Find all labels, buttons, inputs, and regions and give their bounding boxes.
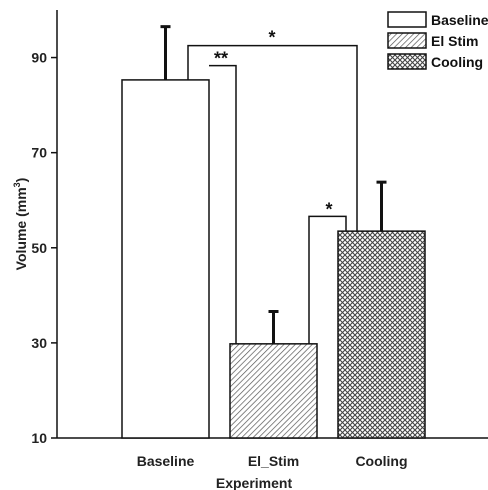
y-axis-title-end: ) <box>13 178 29 183</box>
legend-swatch-1 <box>387 11 427 28</box>
significance-label-elstim-cooling: * <box>325 199 332 219</box>
significance-label-baseline-cooling: * <box>268 28 275 48</box>
y-axis-title: Volume (mm3) <box>12 178 29 271</box>
legend-label-2: El Stim <box>431 33 478 49</box>
significance-bracket-elstim-cooling <box>308 215 347 344</box>
significance-bracket-baseline-cooling <box>187 44 358 232</box>
legend-label-1: Baseline <box>431 12 488 28</box>
y-axis-title-main: Volume (mm <box>13 187 29 270</box>
y-tick-label: 30 <box>31 335 47 351</box>
legend-label-3: Cooling <box>431 54 483 70</box>
y-axis-title-superscript: 3 <box>12 182 22 187</box>
significance-label-baseline-elstim: ** <box>214 49 228 69</box>
bar-el_stim <box>229 343 318 439</box>
x-tick-label-el_stim: El_Stim <box>248 453 299 469</box>
x-axis-title: Experiment <box>216 475 293 490</box>
y-tick-label: 70 <box>31 145 47 161</box>
legend-swatch-2 <box>387 32 427 49</box>
significance-bracket-baseline-elstim <box>209 64 237 344</box>
y-tick-label: 90 <box>31 50 47 66</box>
x-tick-label-cooling: Cooling <box>355 453 407 469</box>
legend-swatch-3 <box>387 53 427 70</box>
y-tick-label: 10 <box>31 430 47 446</box>
x-tick-label-baseline: Baseline <box>137 453 195 469</box>
y-tick-label: 50 <box>31 240 47 256</box>
bar-cooling <box>337 230 426 439</box>
bar-baseline <box>121 79 210 439</box>
